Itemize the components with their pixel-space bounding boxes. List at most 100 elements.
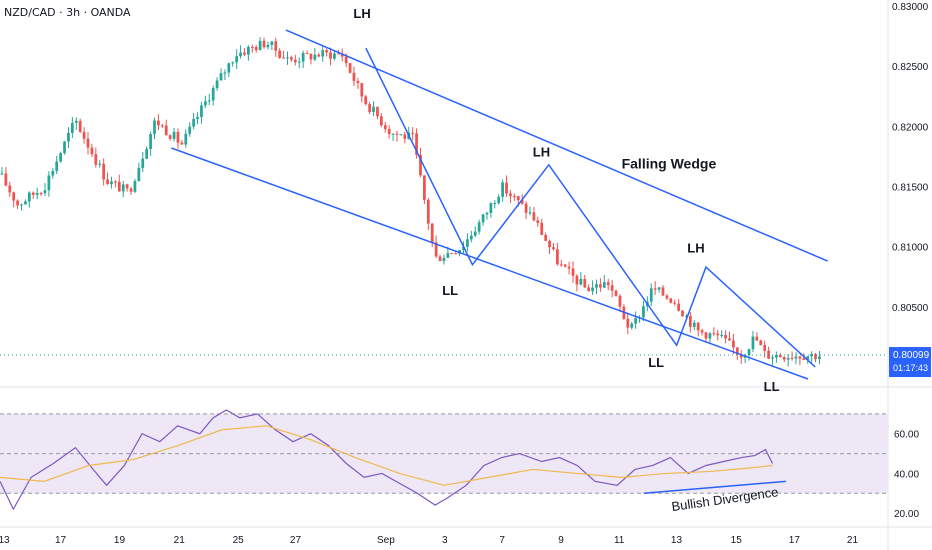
candle-body (583, 278, 587, 288)
wedge-upper-line (285, 29, 828, 262)
candle-body (653, 288, 657, 290)
candle-body (286, 57, 289, 59)
divergence-line (643, 480, 786, 495)
candle-body (67, 132, 70, 142)
price-tick-label: 0.81000 (892, 243, 929, 254)
candle-body (505, 182, 508, 194)
candle-body (606, 282, 610, 286)
candle-body (129, 188, 133, 192)
candle-body (317, 54, 321, 57)
time-tick-label: 17 (55, 535, 67, 546)
candle-body (63, 141, 66, 154)
falling-wedge-label: Falling Wedge (622, 155, 717, 171)
candle-body (254, 47, 258, 51)
candle-body (196, 116, 199, 119)
candle-body (27, 192, 31, 202)
candle-body (301, 53, 305, 62)
candle-body (200, 105, 203, 117)
price-tick-label: 0.82500 (892, 62, 929, 73)
candle-body (383, 125, 387, 130)
candle-body (258, 40, 262, 51)
candle-body (235, 56, 239, 63)
candle-body (575, 275, 579, 285)
candle-body (403, 134, 407, 139)
rsi-ma-line (0, 425, 773, 486)
candle-body (790, 357, 794, 359)
time-tick-label: 13 (0, 535, 10, 546)
candle-body (55, 161, 59, 172)
candle-body (466, 239, 469, 247)
candle-body (215, 80, 219, 89)
candle-body (227, 63, 231, 73)
candle-body (759, 340, 763, 346)
price-tick-label: 0.80500 (892, 303, 929, 314)
candle-body (708, 333, 712, 339)
candle-body (732, 340, 735, 348)
candle-body (368, 104, 371, 113)
candle-body (12, 192, 16, 201)
price-tick-label: 0.81500 (892, 182, 929, 193)
candle-body (364, 96, 368, 105)
time-tick-label: 25 (233, 535, 245, 546)
candle-body (282, 57, 285, 59)
candle-body (755, 336, 759, 341)
candle-body (563, 264, 567, 267)
candle-body (164, 125, 168, 136)
time-tick-label: 3 (442, 535, 448, 546)
candle-body (469, 235, 473, 240)
candle-body (704, 332, 708, 339)
candle-body (665, 295, 669, 299)
candle-body (309, 53, 313, 60)
candle-body (681, 310, 684, 317)
candle-body (814, 353, 817, 360)
candle-body (771, 357, 774, 359)
candle-body (16, 200, 19, 206)
candle-body (160, 125, 164, 127)
candle-body (618, 295, 622, 307)
candle-body (489, 203, 493, 213)
candle-body (117, 181, 121, 192)
candle-body (630, 323, 634, 328)
candle-body (250, 47, 254, 49)
candle-body (415, 133, 418, 155)
candle-body (321, 50, 325, 57)
candle-body (20, 204, 23, 206)
candle-body (125, 184, 129, 189)
time-tick-label: 21 (847, 535, 859, 546)
candle-body (446, 253, 450, 258)
candle-body (180, 142, 184, 145)
candle-body (239, 52, 242, 57)
candle-body (141, 158, 145, 168)
candle-body (595, 284, 598, 288)
candle-body (669, 298, 673, 303)
candle-body (724, 334, 727, 339)
candle-body (274, 41, 278, 51)
candle-body (329, 52, 332, 59)
candle-body (775, 354, 778, 358)
candle-body (712, 333, 716, 335)
candle-body (411, 132, 415, 134)
candle-body (434, 242, 438, 257)
candle-body (688, 316, 692, 327)
candle-body (297, 61, 301, 63)
time-tick-label: 15 (731, 535, 743, 546)
rsi-tick-label: 40.00 (894, 469, 919, 480)
candle-body (423, 175, 426, 200)
candle-body (78, 120, 82, 132)
candle-body (587, 287, 591, 292)
candle-body (47, 175, 51, 191)
candle-body (247, 47, 250, 55)
candle-body (293, 59, 297, 63)
candle-body (43, 190, 47, 194)
candle-body (168, 135, 172, 139)
price-tick-label: 0.83000 (892, 2, 929, 13)
candle-body (4, 173, 8, 186)
candle-body (278, 50, 282, 58)
candle-body (438, 256, 442, 262)
candle-body (133, 181, 137, 192)
candle-body (818, 356, 821, 360)
candle-body (270, 41, 274, 45)
lower-low-label: LL (648, 355, 664, 370)
candle-body (192, 118, 195, 127)
